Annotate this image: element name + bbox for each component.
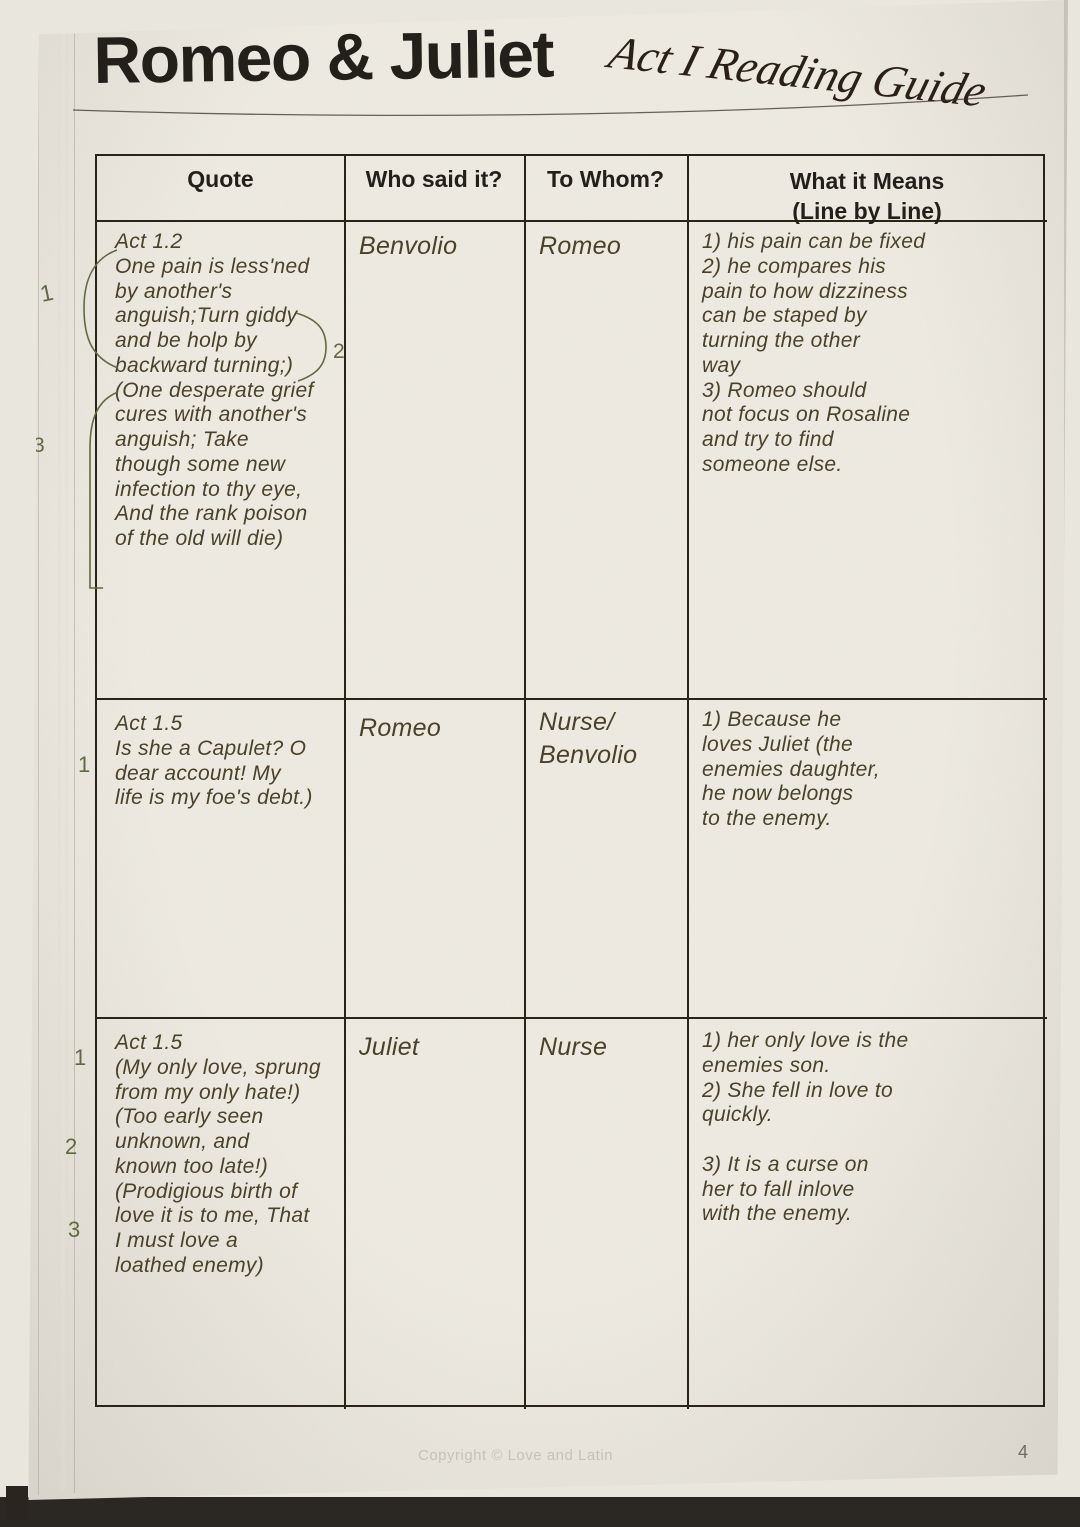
svg-text:1: 1 [74, 1045, 86, 1070]
svg-text:3: 3 [33, 434, 45, 457]
svg-text:1: 1 [38, 279, 56, 307]
svg-text:1: 1 [78, 752, 90, 777]
